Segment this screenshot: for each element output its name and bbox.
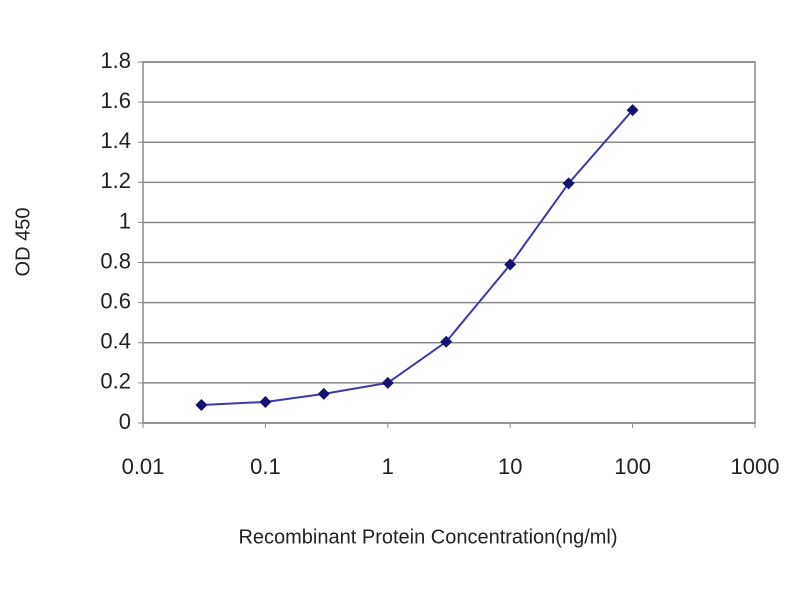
x-tick-label: 1 bbox=[382, 454, 394, 479]
y-tick-label: 0 bbox=[119, 409, 131, 434]
y-tick-label: 1.2 bbox=[100, 168, 131, 193]
data-point bbox=[562, 177, 575, 190]
y-tick-label: 1.6 bbox=[100, 88, 131, 113]
data-point bbox=[504, 258, 517, 271]
data-point bbox=[317, 387, 330, 400]
y-tick-label: 0.6 bbox=[100, 288, 131, 313]
y-tick-label: 1.4 bbox=[100, 128, 131, 153]
x-tick-label: 10 bbox=[498, 454, 522, 479]
x-tick-label: 1000 bbox=[731, 454, 780, 479]
data-point bbox=[195, 398, 208, 411]
y-tick-label: 0.8 bbox=[100, 248, 131, 273]
y-axis-label: OD 450 bbox=[12, 208, 34, 277]
series-line bbox=[201, 109, 634, 406]
data-point bbox=[440, 335, 453, 348]
data-point bbox=[381, 376, 394, 389]
data-point bbox=[259, 395, 272, 408]
x-axis-label: Recombinant Protein Concentration(ng/ml) bbox=[238, 526, 617, 548]
x-tick-label: 100 bbox=[614, 454, 651, 479]
y-tick-label: 0.2 bbox=[100, 369, 131, 394]
y-tick-label: 0.4 bbox=[100, 329, 131, 354]
y-tick-label: 1 bbox=[119, 208, 131, 233]
y-tick-label: 1.8 bbox=[100, 48, 131, 73]
data-point bbox=[626, 104, 639, 117]
plot-area bbox=[142, 61, 756, 424]
x-tick-label: 0.01 bbox=[122, 454, 165, 479]
x-tick-label: 0.1 bbox=[250, 454, 281, 479]
